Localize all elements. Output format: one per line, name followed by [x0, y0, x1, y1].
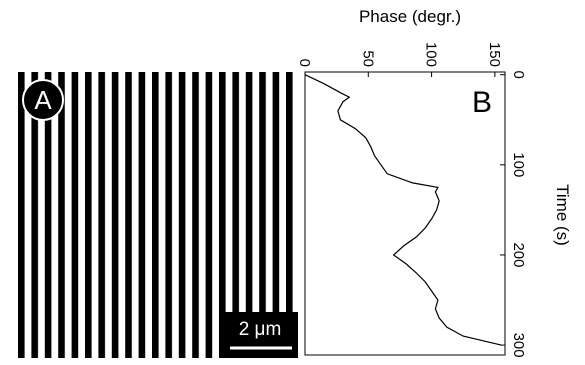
- scale-bar-label: 2 μm: [239, 319, 282, 340]
- figure: A 2 μm Phase (degr.) B Time (s) 0 50 100 15…: [0, 0, 585, 365]
- panel-label: B: [472, 86, 492, 119]
- y-tick-label: 100: [423, 42, 440, 67]
- panel-label: A: [34, 85, 52, 115]
- y-tick-label: 50: [359, 50, 376, 67]
- x-tick-label: 300: [510, 333, 527, 358]
- image-panel: A 2 μm: [18, 72, 298, 358]
- y-tick-label: 150: [486, 42, 503, 67]
- x-tick-label: 0: [510, 71, 527, 79]
- x-tick-label: 100: [510, 152, 527, 177]
- x-axis-title: Time (s): [553, 184, 572, 246]
- y-axis-title: Phase (degr.): [359, 7, 461, 26]
- y-tick-label: 0: [296, 59, 313, 67]
- x-tick-label: 200: [510, 242, 527, 267]
- chart: Phase (degr.) B Time (s) 0 50 100 150 0 100 20…: [296, 7, 572, 358]
